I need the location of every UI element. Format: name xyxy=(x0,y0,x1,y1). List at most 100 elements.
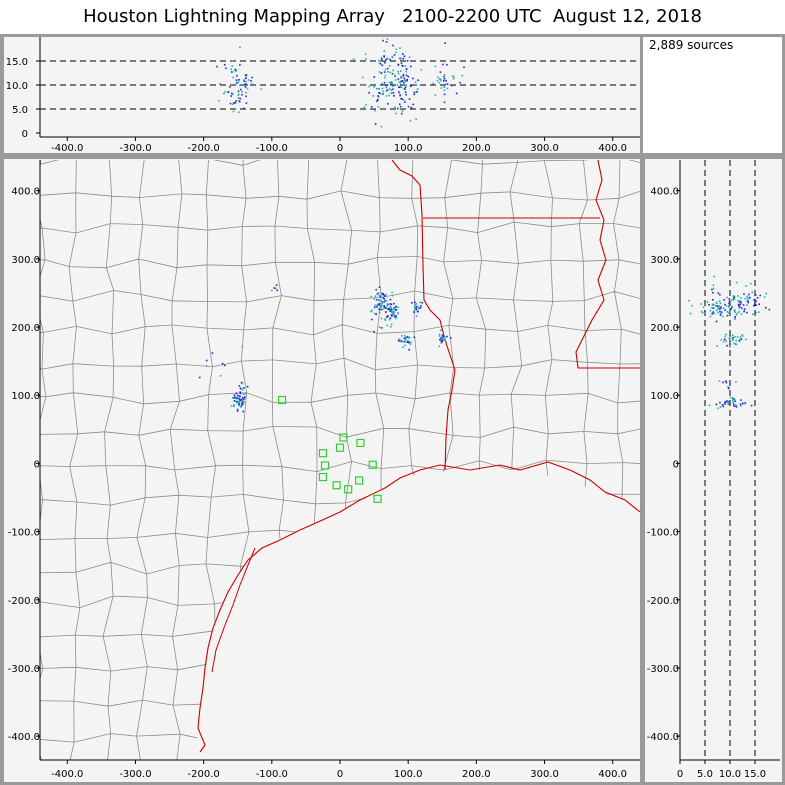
altitude-source-point xyxy=(399,93,401,95)
altitude-source-point xyxy=(716,309,718,312)
altitude-source-point xyxy=(385,41,388,43)
altitude-source-point xyxy=(244,86,247,88)
altitude-source-point xyxy=(403,99,405,101)
altitude-source-point xyxy=(443,93,446,96)
altitude-source-point xyxy=(708,404,711,407)
altitude-source-point xyxy=(748,296,751,299)
altitude-source-point xyxy=(231,60,234,62)
plan-source-point xyxy=(383,306,385,309)
altitude-source-point xyxy=(391,72,394,75)
altitude-source-point xyxy=(754,294,757,296)
altitude-source-point xyxy=(379,92,382,95)
altitude-source-point xyxy=(436,79,439,82)
altitude-source-point xyxy=(397,63,400,66)
altitude-source-point xyxy=(734,316,736,318)
altitude-source-point xyxy=(397,70,399,73)
plan-source-point xyxy=(238,398,241,400)
altitude-source-point xyxy=(455,92,458,95)
altitude-source-point xyxy=(711,306,713,309)
plan-source-point xyxy=(443,337,446,339)
altitude-source-point xyxy=(380,125,383,128)
altitude-source-point xyxy=(237,93,240,95)
lma-station-marker xyxy=(318,472,328,482)
altitude-source-point xyxy=(390,83,392,86)
plan-source-point xyxy=(386,308,389,311)
altitude-source-point xyxy=(385,90,388,92)
plan-source-point xyxy=(371,309,373,312)
texas-louisiana-border xyxy=(391,159,456,471)
plan-source-point xyxy=(240,405,242,408)
altitude-source-point xyxy=(395,51,397,54)
plan-source-point xyxy=(409,343,412,345)
altitude-source-point xyxy=(401,98,403,100)
plan-source-point xyxy=(402,346,404,349)
tick-label: 300.0 xyxy=(530,769,559,780)
plan-source-point xyxy=(376,303,379,306)
altitude-source-point xyxy=(720,312,722,315)
tick-label: 400.0 xyxy=(598,769,627,780)
altitude-source-point xyxy=(731,306,733,308)
altitude-source-point xyxy=(754,311,757,314)
plan-source-point xyxy=(383,294,386,296)
tick-label: 15.0 xyxy=(744,769,766,780)
plan-source-point xyxy=(373,306,376,309)
altitude-source-point xyxy=(738,304,740,307)
altitude-source-point xyxy=(404,65,407,67)
altitude-source-point xyxy=(719,302,722,305)
plan-source-point xyxy=(395,316,398,318)
altitude-source-point xyxy=(443,101,446,104)
altitude-source-point xyxy=(363,106,365,109)
altitude-source-point xyxy=(403,55,406,57)
altitude-source-point xyxy=(443,80,445,82)
tick-label: 300.0 xyxy=(650,255,679,266)
altitude-source-point xyxy=(381,87,384,90)
plan-source-point xyxy=(242,410,244,413)
altitude-source-point xyxy=(747,297,750,300)
plan-source-point xyxy=(370,295,372,298)
count-panel-bg xyxy=(643,37,782,153)
altitude-source-point xyxy=(739,306,741,308)
plan-source-point xyxy=(440,340,443,342)
altitude-source-point xyxy=(733,405,735,407)
plan-view-basemap xyxy=(40,159,641,760)
altitude-source-point xyxy=(376,100,378,102)
plan-source-point xyxy=(236,401,239,404)
altitude-source-point xyxy=(443,86,446,89)
altitude-source-point xyxy=(459,81,461,84)
plan-source-point xyxy=(395,306,398,309)
tick-label: 5.0 xyxy=(12,105,28,116)
altitude-source-point xyxy=(736,336,739,338)
plan-source-point xyxy=(236,400,238,403)
plan-source-point xyxy=(404,344,406,347)
altitude-source-point xyxy=(715,403,718,406)
tick-label: -100.0 xyxy=(8,528,40,539)
altitude-source-point xyxy=(260,88,262,90)
chart-title: Houston Lightning Mapping Array 2100-220… xyxy=(83,6,702,27)
altitude-source-point xyxy=(731,337,734,340)
plan-source-point xyxy=(395,309,398,311)
altitude-source-point xyxy=(377,106,380,108)
altitude-source-point xyxy=(243,107,245,110)
tick-label: 0 xyxy=(34,459,40,470)
plan-source-point xyxy=(389,310,391,312)
altitude-source-point xyxy=(405,80,407,82)
altitude-source-point xyxy=(735,404,737,406)
plan-source-point xyxy=(407,340,409,342)
altitude-source-point xyxy=(443,78,446,80)
plan-source-point xyxy=(239,395,241,397)
plan-source-point xyxy=(440,329,442,332)
altitude-source-point xyxy=(381,82,383,85)
plan-source-point xyxy=(384,318,386,320)
plan-source-point xyxy=(238,400,240,403)
altitude-source-point xyxy=(413,91,416,94)
altitude-source-point xyxy=(234,68,237,71)
altitude-source-point xyxy=(232,76,234,79)
plan-source-point xyxy=(441,341,443,343)
altitude-source-point xyxy=(738,301,741,303)
altitude-source-point xyxy=(391,82,394,84)
altitude-source-point xyxy=(239,46,241,48)
altitude-source-point xyxy=(378,88,380,90)
altitude-source-point xyxy=(365,58,367,60)
altitude-source-point xyxy=(700,303,702,305)
plan-source-point xyxy=(371,318,373,321)
